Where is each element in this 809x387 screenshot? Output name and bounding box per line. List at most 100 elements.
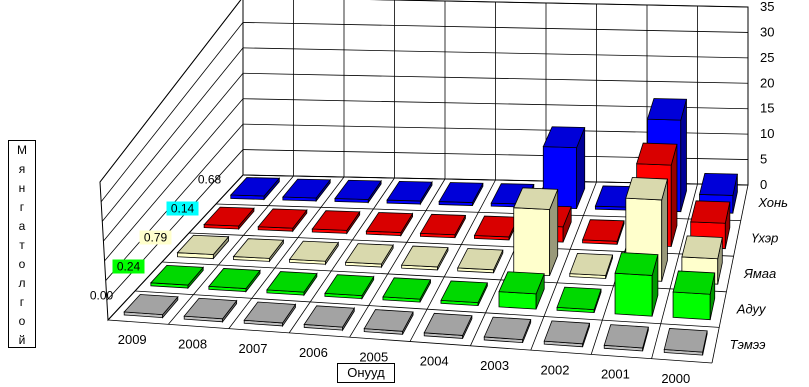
bar-top [400, 245, 449, 268]
grid-line [242, 22, 749, 33]
grid-line [100, 22, 244, 202]
bar-top [498, 271, 545, 295]
bar [438, 182, 484, 206]
bar [176, 234, 230, 260]
bar-top [288, 240, 340, 262]
bar [556, 286, 602, 314]
bar-top [149, 264, 205, 286]
bar-top [625, 177, 668, 201]
bar-top [363, 309, 414, 332]
category-label: 2004 [420, 354, 449, 369]
bar [663, 328, 708, 356]
chart-floor [107, 174, 749, 364]
z-tick-label: 15 [760, 101, 774, 116]
bar-top [423, 312, 473, 336]
floor-line [168, 175, 294, 325]
category-label: 2005 [359, 349, 388, 364]
bar-top [123, 294, 179, 316]
category-label: 2002 [541, 362, 570, 377]
bar [440, 280, 489, 307]
bar [569, 252, 614, 279]
bar-top [513, 187, 559, 210]
bar [282, 178, 332, 203]
series-label: Тэмээ [730, 337, 766, 352]
chart-bars [123, 98, 738, 356]
bar [243, 301, 297, 328]
y-axis-label-char: а [18, 219, 26, 233]
bar-top [334, 179, 382, 200]
data-label-bg [166, 201, 199, 216]
bar [419, 213, 467, 239]
bar [334, 179, 382, 204]
bar [582, 219, 625, 245]
grid-line [101, 47, 244, 222]
bar-top [419, 213, 467, 236]
category-label: 2003 [480, 358, 509, 373]
bar-top [266, 271, 318, 293]
bar-top [699, 172, 738, 196]
bar-top [681, 235, 723, 260]
bar [483, 316, 532, 344]
floor-line [530, 181, 597, 351]
floor-line [651, 183, 698, 359]
bar-top [208, 268, 261, 289]
bar-top [438, 182, 484, 203]
bar [183, 297, 238, 323]
bar-top [311, 210, 361, 231]
bar-top [303, 305, 355, 328]
bar [229, 177, 281, 201]
bar [288, 240, 340, 266]
bar [672, 270, 716, 321]
bar-top [603, 324, 649, 349]
data-label-bg [112, 259, 145, 274]
bar-top [672, 270, 716, 295]
z-tick-label: 5 [760, 152, 767, 167]
y-axis-label-char: о [18, 314, 26, 328]
bar-top [483, 316, 532, 341]
floor-line [107, 174, 244, 321]
bar [498, 271, 545, 310]
bar-top [440, 280, 489, 304]
bar-top [582, 219, 625, 242]
bar [365, 212, 414, 237]
bar [386, 180, 433, 206]
data-label: 0.68 [198, 173, 222, 187]
bar [423, 312, 473, 339]
category-label: 2008 [178, 336, 207, 351]
bar-front [672, 291, 711, 321]
bar [382, 277, 432, 303]
z-tick-label: 35 [760, 0, 774, 14]
category-label: 2000 [661, 371, 690, 386]
bar [344, 243, 394, 269]
floor-line [228, 176, 345, 329]
bar-top [365, 212, 414, 233]
grid-line [374, 0, 749, 8]
bar-top [282, 178, 332, 199]
x-axis-label: Онууд [337, 363, 395, 383]
bar [543, 320, 591, 348]
data-label: 0.79 [144, 231, 168, 245]
bar-top [543, 320, 591, 345]
bar-top [344, 243, 394, 265]
floor-line [409, 179, 496, 342]
grid-line [104, 98, 244, 262]
floor-line [711, 184, 749, 364]
z-tick-label: 25 [760, 50, 774, 65]
y-axis-label-char: я [18, 162, 26, 176]
bar [457, 248, 504, 274]
data-label: 0.14 [171, 202, 195, 216]
z-tick-label: 0 [760, 177, 767, 192]
data-label: 0.00 [90, 289, 114, 303]
bar [513, 187, 559, 277]
bar [149, 264, 205, 290]
bar-front [498, 291, 537, 310]
grid-line [99, 0, 242, 183]
grid-line [242, 72, 749, 84]
bar-front [614, 272, 653, 317]
bar-top [663, 328, 708, 353]
bar-top [556, 286, 602, 311]
bar [363, 309, 414, 335]
grid-line [103, 73, 244, 242]
